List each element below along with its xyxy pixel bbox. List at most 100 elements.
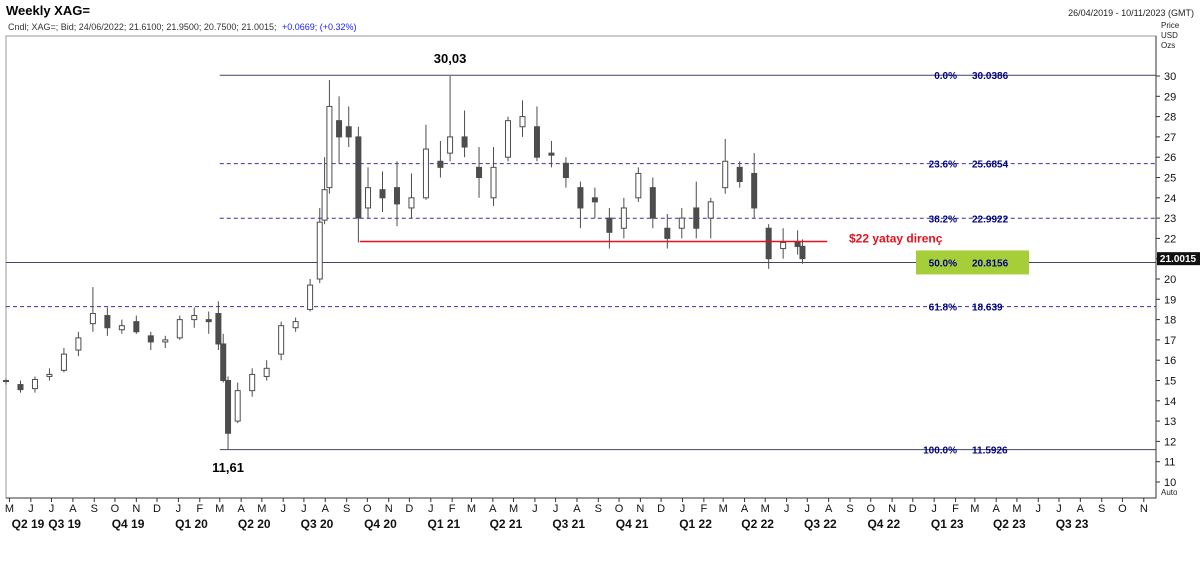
candle-body — [17, 384, 24, 391]
x-month-label: N — [385, 503, 393, 515]
last-price-label: 21.0015 — [1160, 254, 1197, 265]
x-month-label: D — [657, 503, 665, 515]
candle-body — [316, 221, 323, 280]
x-month-label: A — [1077, 503, 1085, 515]
candle-body — [307, 284, 314, 310]
x-month-label: O — [866, 503, 875, 515]
unit-line-price: Price — [1161, 21, 1180, 30]
x-month-label: A — [741, 503, 749, 515]
x-month-label: N — [636, 503, 644, 515]
x-month-label: J — [176, 503, 182, 515]
x-month-label: M — [5, 503, 14, 515]
x-month-label: J — [1056, 503, 1062, 515]
x-month-label: N — [1140, 503, 1148, 515]
x-month-label: F — [449, 503, 456, 515]
candle-body — [447, 136, 454, 154]
candle-body — [104, 315, 111, 329]
x-month-label: F — [700, 503, 707, 515]
y-tick-label: 14 — [1164, 396, 1176, 408]
x-quarter-label: Q3 23 — [1056, 517, 1089, 531]
x-quarter-label: Q1 20 — [175, 517, 208, 531]
candle-body — [606, 217, 613, 233]
candle-body — [461, 136, 468, 148]
candle-body — [326, 105, 333, 189]
candle-body — [393, 187, 400, 205]
fib-value-label: 18.639 — [972, 303, 1003, 314]
fib-value-label: 20.8156 — [972, 258, 1009, 269]
candle-body — [649, 187, 656, 219]
candle-body — [205, 319, 212, 323]
x-month-label: S — [1098, 503, 1105, 515]
y-tick-label: 29 — [1164, 91, 1176, 103]
x-month-label: M — [761, 503, 770, 515]
x-month-label: D — [153, 503, 161, 515]
candle-body — [379, 189, 386, 199]
info-line-change: +0.0669; (+0.32%) — [282, 22, 357, 32]
candle-body — [234, 390, 241, 422]
candle-body — [215, 313, 222, 345]
x-month-label: S — [595, 503, 602, 515]
candle-body — [162, 339, 169, 343]
candle-body — [31, 378, 38, 390]
y-tick-label: 25 — [1164, 173, 1176, 185]
fib-value-label: 25.6854 — [972, 160, 1009, 171]
candle-body — [751, 172, 758, 209]
info-line-values: Cndl; XAG=; Bid; 24/06/2022; 21.6100; 21… — [8, 22, 276, 32]
x-month-label: J — [428, 503, 434, 515]
candle-body — [60, 353, 67, 371]
fibonacci-levels: 0.0% 30.0386 23.6% 25.6854 38.2% 22.9922 50.0%… — [6, 71, 1156, 457]
x-month-label: J — [28, 503, 34, 515]
x-quarter-label: Q4 19 — [112, 517, 145, 531]
chart-title: Weekly XAG= — [6, 3, 90, 18]
y-tick-label: 10 — [1164, 477, 1176, 489]
price-ticks: 1011121314151617181920212223242526272829… — [1156, 71, 1176, 489]
x-month-label: A — [322, 503, 330, 515]
x-quarter-label: Q4 22 — [867, 517, 900, 531]
candle-body — [345, 126, 352, 138]
x-month-label: O — [1118, 503, 1127, 515]
fib-pct-label: 0.0% — [934, 71, 957, 82]
x-month-label: A — [69, 503, 77, 515]
y-tick-label: 16 — [1164, 355, 1176, 367]
candle-body — [3, 380, 9, 383]
candle-body — [765, 227, 772, 260]
x-month-label: J — [680, 503, 686, 515]
y-tick-label: 28 — [1164, 112, 1176, 124]
x-quarter-label: Q2 21 — [490, 517, 523, 531]
x-month-label: M — [257, 503, 266, 515]
x-month-label: J — [301, 503, 307, 515]
fib-pct-label: 38.2% — [929, 214, 957, 225]
x-month-label: A — [993, 503, 1001, 515]
date-range: 26/04/2019 - 10/11/2023 (GMT) — [1068, 8, 1194, 18]
x-month-label: J — [280, 503, 286, 515]
candle-body — [678, 217, 685, 229]
y-tick-label: 20 — [1164, 274, 1176, 286]
candle-body — [664, 227, 671, 239]
candle-body — [191, 315, 198, 321]
candle-body — [794, 241, 801, 248]
candle-body — [519, 116, 526, 128]
x-month-label: J — [1036, 503, 1042, 515]
fib-pct-label: 23.6% — [929, 160, 957, 171]
candle-body — [562, 162, 569, 178]
x-quarter-label: Q4 21 — [616, 517, 649, 531]
fib-pct-label: 61.8% — [929, 303, 957, 314]
y-tick-label: 27 — [1164, 132, 1176, 144]
auto-scale-button[interactable]: Auto — [1161, 488, 1178, 497]
candle-body — [635, 172, 642, 199]
candle-body — [225, 380, 232, 434]
candle-body — [263, 367, 270, 377]
candle-body — [147, 335, 154, 343]
y-tick-label: 19 — [1164, 294, 1176, 306]
candle-body — [799, 245, 806, 260]
x-month-label: A — [825, 503, 833, 515]
x-month-label: O — [111, 503, 120, 515]
unit-line-currency: USD — [1161, 31, 1178, 40]
candle-body — [133, 321, 140, 333]
y-tick-label: 18 — [1164, 315, 1176, 327]
candle-body — [437, 160, 444, 168]
candle-body — [46, 373, 53, 377]
x-month-label: S — [91, 503, 98, 515]
